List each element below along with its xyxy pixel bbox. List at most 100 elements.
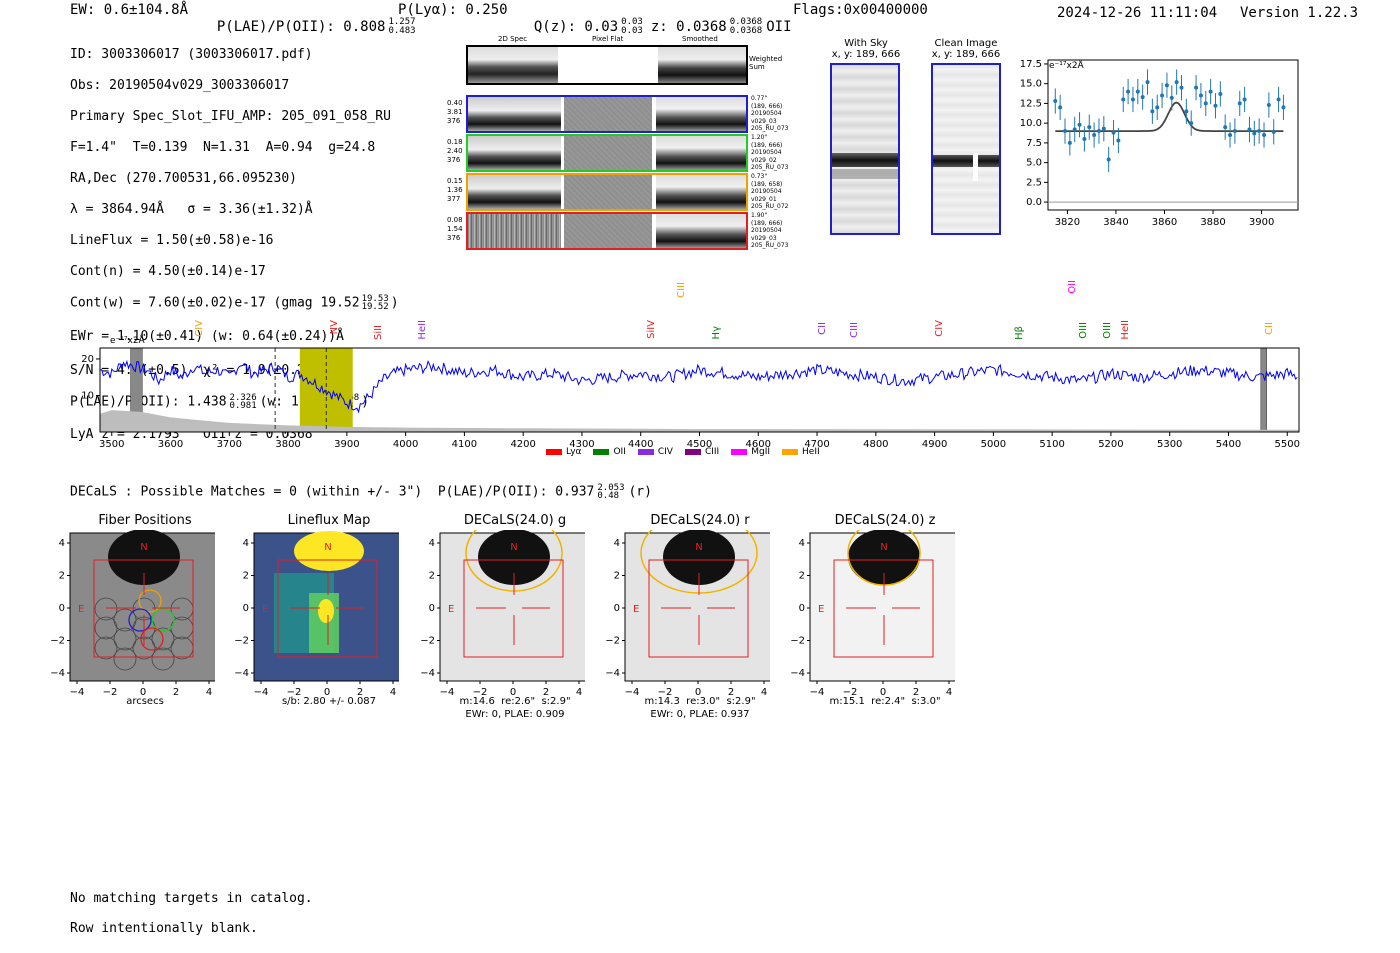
decals-box-1	[277, 559, 378, 658]
info-contw-end: )	[390, 295, 399, 310]
cutout-2dspec-1	[468, 97, 561, 131]
spectrum-xtick-label-11: 4600	[746, 439, 771, 450]
header-plya: P(Lyα): 0.250	[398, 2, 508, 18]
decals-summary-sub: 0.48	[597, 491, 620, 501]
cutout-right-label-1: 0.77" (189, 666) 20190504 v029_03 205_RU…	[751, 95, 789, 132]
info-contw-value: Cont(w) = 7.60(±0.02)e-17 (gmag 19.52	[70, 295, 360, 310]
header-version: Version 1.22.3	[1240, 5, 1359, 21]
zoom-point-41	[1252, 131, 1257, 136]
zoom-point-17	[1135, 89, 1140, 94]
header-z-sub: 0.0368	[729, 26, 763, 36]
zoom-point-11	[1106, 157, 1111, 162]
clean-image	[931, 63, 1001, 235]
xtick-label-2-0: −4	[440, 687, 455, 698]
zoom-point-12	[1111, 130, 1116, 135]
xtick-label-0-0: −4	[70, 687, 85, 698]
spectrum-line-label-13: OIII	[1101, 322, 1113, 339]
zoom-ytick-label-6: 15.0	[1020, 79, 1042, 90]
legend-item-2: CIV	[637, 447, 673, 457]
decals-summary-text: DECaLS : Possible Matches = 0 (within +/…	[70, 484, 595, 500]
spectrum-legend: Lyα OII CIV CIII MgII HeII	[546, 447, 832, 457]
spectrum-xtick-label-6: 4100	[452, 439, 477, 450]
info-plae-value: P(LAE)/P(OII): 1.438	[70, 394, 227, 410]
xtick-label-0-3: 2	[173, 687, 179, 698]
info-contw-sub: 19.52	[361, 301, 389, 312]
ytick-label-1-3: 2	[243, 571, 249, 582]
info-ewr: EWr = 1.10(±0.41) (w: 0.64(±0.24))Å	[70, 329, 344, 344]
spectrum-xtick-label-20: 5500	[1275, 439, 1300, 450]
zoom-point-7	[1087, 125, 1092, 130]
header-flags: Flags:0x00400000	[793, 2, 928, 18]
zoom-point-13	[1116, 138, 1121, 143]
zoom-ytick-label-0: 0.0	[1026, 197, 1042, 208]
ytick-label-0-1: −2	[50, 636, 65, 647]
cutout-2dspec-2	[468, 136, 561, 170]
fiber-circle-13	[113, 647, 137, 671]
east-label-4: E	[818, 604, 824, 615]
zoom-point-32	[1208, 89, 1213, 94]
spectrum-line-label-4: SiIV	[646, 320, 658, 339]
zoom-point-46	[1276, 97, 1281, 102]
xtick-label-1-1: −2	[287, 687, 302, 698]
decals-bright-source-0	[108, 530, 180, 585]
info-contn: Cont(n) = 4.50(±0.14)e-17	[70, 263, 266, 279]
zoom-ytick-label-2: 5.0	[1026, 158, 1042, 169]
cutout-smoothed-1	[656, 97, 746, 131]
spectrum-xtick-label-9: 4400	[628, 439, 653, 450]
legend-label-5: HeII	[802, 447, 820, 457]
info-plae-sup: 2.326	[229, 393, 257, 403]
legend-item-5: HeII	[782, 447, 820, 457]
zoom-unit-label: e⁻¹⁷x2Å	[1049, 61, 1084, 71]
weighted-smoothed	[658, 47, 746, 83]
weighted-sum-cutout	[466, 45, 748, 85]
cutout-smoothed-3	[656, 175, 746, 209]
xtick-label-0-2: 0	[140, 687, 146, 698]
full-spectrum-plot: 3500 3600 3700 3800 3900 4000 4100 4200 4300 4400…	[81, 347, 1300, 450]
north-label-4: N	[880, 542, 887, 553]
decals-box-2	[463, 559, 564, 658]
with-sky-band	[832, 169, 898, 179]
decals-panel-title-3: DECaLS(24.0) r	[650, 513, 750, 528]
zoom-point-47	[1281, 105, 1286, 110]
xtick-label-1-3: 2	[357, 687, 363, 698]
legend-label-3: CIII	[704, 447, 720, 457]
zoom-point-18	[1140, 95, 1145, 100]
ytick-label-2-3: 2	[429, 571, 435, 582]
info-lambda: λ = 3864.94Å σ = 3.36(±1.32)Å	[70, 201, 313, 217]
zoom-point-31	[1203, 101, 1208, 106]
zoom-point-45	[1271, 129, 1276, 134]
cutout-left-label-4: 0.08 1.54 376	[447, 216, 463, 242]
zoom-point-2	[1062, 129, 1067, 134]
zoom-xtick-label-3: 3880	[1200, 217, 1225, 228]
header-qz-value: Q(z): 0.03	[533, 19, 619, 35]
zoom-point-43	[1262, 133, 1267, 137]
ytick-label-0-3: 2	[59, 571, 65, 582]
legend-label-2: CIV	[657, 447, 673, 457]
spectrum-xtick-label-1: 3600	[158, 439, 183, 450]
spectrum-ytick-label-1: 20	[81, 354, 94, 365]
with-sky-xy: x, y: 189, 666	[831, 49, 901, 60]
legend-label-0: Lyα	[566, 447, 582, 457]
zoom-point-15	[1126, 89, 1131, 94]
zoom-point-29	[1194, 85, 1199, 90]
spectrum-line-label-5: CIII	[675, 282, 687, 298]
zoom-point-5	[1077, 122, 1082, 127]
clean-image-title-text: Clean Image	[934, 38, 998, 49]
cutout-pixelflat-3	[564, 175, 652, 209]
fiber-circle-9	[94, 597, 118, 621]
ytick-label-2-1: −2	[420, 636, 435, 647]
col-title-smoothed: Smoothed	[682, 35, 718, 43]
xtick-label-3-1: −2	[658, 687, 673, 698]
north-label-3: N	[695, 542, 702, 553]
with-sky-title-text: With Sky	[844, 38, 888, 49]
legend-swatch-2	[637, 448, 654, 455]
ytick-label-3-3: 2	[614, 571, 620, 582]
xtick-label-1-4: 4	[390, 687, 396, 698]
fiber-circle-14	[151, 647, 175, 671]
xtick-label-3-4: 4	[761, 687, 767, 698]
decals-summary: DECaLS : Possible Matches = 0 (within +/…	[70, 484, 652, 501]
decals-caption2-2: EWr: 0, PLAE: 0.909	[465, 709, 565, 720]
spectrum-xtick-label-14: 4900	[922, 439, 947, 450]
zoom-point-35	[1223, 125, 1228, 130]
zoom-point-26	[1179, 85, 1184, 90]
